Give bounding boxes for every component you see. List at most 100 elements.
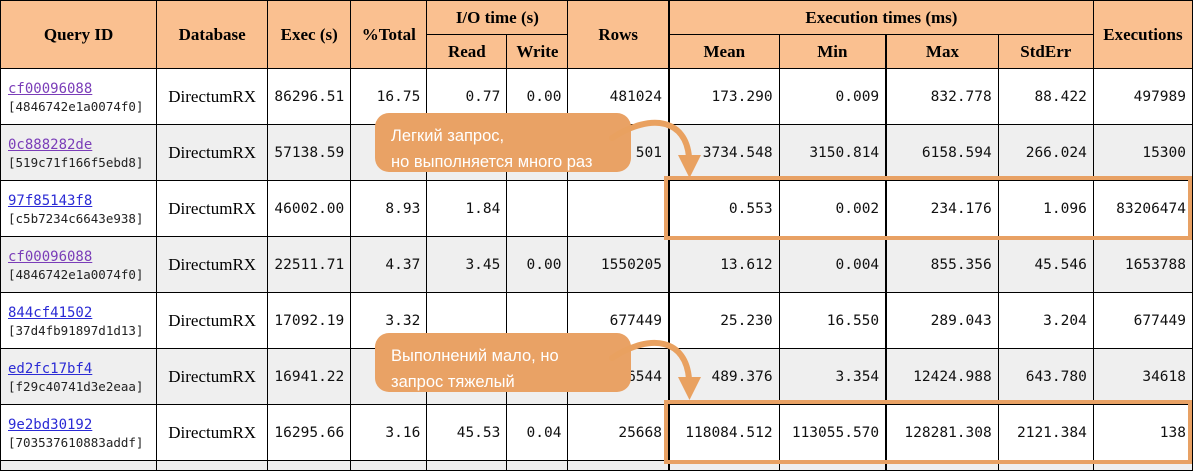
cell-mean: 25.230 bbox=[667, 292, 780, 349]
cell-executions: 83206474 bbox=[1092, 180, 1194, 237]
cell-executions: 677449 bbox=[1092, 292, 1194, 349]
cell-min: 3.354 bbox=[778, 348, 887, 405]
col-header-max: Max bbox=[885, 34, 999, 69]
cell-max: 6158.594 bbox=[885, 124, 999, 181]
query-link[interactable]: cf00096088 bbox=[8, 81, 93, 98]
cell-stderr: 266.024 bbox=[997, 124, 1094, 181]
cell-mean: 0.553 bbox=[667, 180, 780, 237]
cell-io-write: 0.04 bbox=[506, 404, 569, 461]
cell-min: 0.002 bbox=[778, 180, 887, 237]
cell-stderr: 643.780 bbox=[997, 348, 1094, 405]
cell-exec-s: 86296.51 bbox=[267, 68, 352, 125]
cell-min: 16.550 bbox=[778, 292, 887, 349]
cell-database: DirectumRX bbox=[156, 348, 269, 405]
cell-rows: 25668 bbox=[567, 404, 670, 461]
query-hash: [37d4fb91897d1d13] bbox=[8, 323, 144, 338]
cell-stderr: 3.204 bbox=[997, 292, 1094, 349]
cell-query-id: cf00096088 [4846742e1a0074f0] bbox=[0, 236, 158, 293]
query-link[interactable]: 844cf41502 bbox=[8, 305, 93, 322]
cell-executions: 15300 bbox=[1092, 124, 1194, 181]
col-header-query-id: Query ID bbox=[0, 0, 158, 69]
cell-executions: 138 bbox=[1092, 404, 1194, 461]
cell-rows bbox=[567, 180, 670, 237]
col-header-io-read: Read bbox=[426, 34, 508, 69]
cell-database: DirectumRX bbox=[156, 180, 269, 237]
cell-max: 832.778 bbox=[885, 68, 999, 125]
cell-max: 128281.308 bbox=[885, 404, 999, 461]
cell-exec-s: 46002.00 bbox=[267, 180, 352, 237]
query-link[interactable]: 9e2bd30192 bbox=[8, 417, 93, 434]
cell-exec-s: 57138.59 bbox=[267, 124, 352, 181]
query-hash: [f29c40741d3e2eaa] bbox=[8, 379, 144, 394]
cell-stderr: 1.096 bbox=[997, 180, 1094, 237]
col-header-mean: Mean bbox=[667, 34, 780, 69]
cell-io-write: 0.00 bbox=[506, 236, 569, 293]
cell-max: 234.176 bbox=[885, 180, 999, 237]
query-hash: [519c71f166f5ebd8] bbox=[8, 155, 144, 170]
cell-pct-total: 3.16 bbox=[350, 404, 428, 461]
cell-query-id: 844cf41502 [37d4fb91897d1d13] bbox=[0, 292, 158, 349]
cell-query-id: 0c888282de [519c71f166f5ebd8] bbox=[0, 124, 158, 181]
col-header-pct-total: %Total bbox=[350, 0, 428, 69]
cell-io-read: 1.84 bbox=[426, 180, 508, 237]
cell-database: DirectumRX bbox=[156, 68, 269, 125]
callout-light-query: Легкий запрос, но выполняется много раз bbox=[375, 113, 631, 172]
col-header-stderr: StdErr bbox=[997, 34, 1094, 69]
callout-line: но выполняется много раз bbox=[391, 153, 593, 171]
cell-query-id: 97f85143f8 [c5b7234c6643e938] bbox=[0, 180, 158, 237]
query-link[interactable]: 0c888282de bbox=[8, 137, 93, 154]
cell-query-id: cf00096088 [4846742e1a0074f0] bbox=[0, 68, 158, 125]
query-link[interactable]: cf00096088 bbox=[8, 249, 93, 266]
cell-mean: 3734.548 bbox=[667, 124, 780, 181]
cell-mean: 13.612 bbox=[667, 236, 780, 293]
cell-mean: 489.376 bbox=[667, 348, 780, 405]
col-header-min: Min bbox=[778, 34, 887, 69]
query-hash: [703537610883addf] bbox=[8, 435, 144, 450]
cell-query-id: 9e2bd30192 [703537610883addf] bbox=[0, 404, 158, 461]
cell-pct-total: 4.37 bbox=[350, 236, 428, 293]
cell-max: 855.356 bbox=[885, 236, 999, 293]
cell-min: 113055.570 bbox=[778, 404, 887, 461]
cell-mean: 173.290 bbox=[667, 68, 780, 125]
cell-pct-total: 8.93 bbox=[350, 180, 428, 237]
cell-exec-s: 17092.19 bbox=[267, 292, 352, 349]
table-row: 9e2bd30192 [703537610883addf] DirectumRX … bbox=[0, 404, 1194, 461]
cell-min: 0.004 bbox=[778, 236, 887, 293]
callout-line: Легкий запрос, bbox=[391, 127, 505, 145]
table-row-partial bbox=[0, 460, 1194, 471]
col-header-rows: Rows bbox=[567, 0, 670, 69]
cell-exec-s: 16295.66 bbox=[267, 404, 352, 461]
callout-heavy-query: Выполнений мало, но запрос тяжелый bbox=[375, 333, 631, 392]
table-row: cf00096088 [4846742e1a0074f0] DirectumRX … bbox=[0, 236, 1194, 293]
cell-exec-s: 22511.71 bbox=[267, 236, 352, 293]
col-header-exec-times: Execution times (ms) bbox=[667, 0, 1094, 35]
callout-line: Выполнений мало, но bbox=[391, 347, 559, 365]
cell-query-id: ed2fc17bf4 [f29c40741d3e2eaa] bbox=[0, 348, 158, 405]
cell-min: 0.009 bbox=[778, 68, 887, 125]
query-hash: [4846742e1a0074f0] bbox=[8, 267, 144, 282]
cell-stderr: 88.422 bbox=[997, 68, 1094, 125]
col-header-io-time: I/O time (s) bbox=[426, 0, 569, 35]
cell-stderr: 45.546 bbox=[997, 236, 1094, 293]
query-link[interactable]: ed2fc17bf4 bbox=[8, 361, 93, 378]
query-link[interactable]: 97f85143f8 bbox=[8, 193, 93, 210]
table-row: 97f85143f8 [c5b7234c6643e938] DirectumRX … bbox=[0, 180, 1194, 237]
cell-mean: 118084.512 bbox=[667, 404, 780, 461]
cell-database: DirectumRX bbox=[156, 236, 269, 293]
col-header-database: Database bbox=[156, 0, 269, 69]
col-header-executions: Executions bbox=[1092, 0, 1194, 69]
query-hash: [c5b7234c6643e938] bbox=[8, 211, 144, 226]
cell-rows: 1550205 bbox=[567, 236, 670, 293]
cell-executions: 34618 bbox=[1092, 348, 1194, 405]
col-header-io-write: Write bbox=[506, 34, 569, 69]
cell-max: 12424.988 bbox=[885, 348, 999, 405]
cell-stderr: 2121.384 bbox=[997, 404, 1094, 461]
cell-io-read: 3.45 bbox=[426, 236, 508, 293]
cell-max: 289.043 bbox=[885, 292, 999, 349]
cell-database: DirectumRX bbox=[156, 124, 269, 181]
cell-database: DirectumRX bbox=[156, 404, 269, 461]
callout-line: запрос тяжелый bbox=[391, 373, 515, 391]
col-header-exec-s: Exec (s) bbox=[267, 0, 352, 69]
cell-executions: 1653788 bbox=[1092, 236, 1194, 293]
